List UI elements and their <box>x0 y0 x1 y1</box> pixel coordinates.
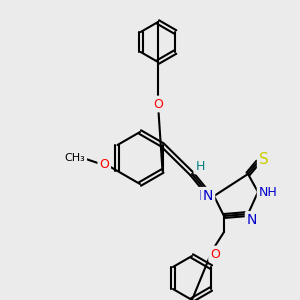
Text: O: O <box>99 158 109 171</box>
Text: NH: NH <box>259 185 278 199</box>
Text: N: N <box>203 189 213 203</box>
Text: O: O <box>210 248 220 260</box>
Text: N: N <box>199 189 209 203</box>
Text: O: O <box>153 98 163 110</box>
Text: CH₃: CH₃ <box>64 153 86 163</box>
Text: H: H <box>195 160 205 172</box>
Text: S: S <box>259 152 269 167</box>
Text: N: N <box>247 213 257 227</box>
